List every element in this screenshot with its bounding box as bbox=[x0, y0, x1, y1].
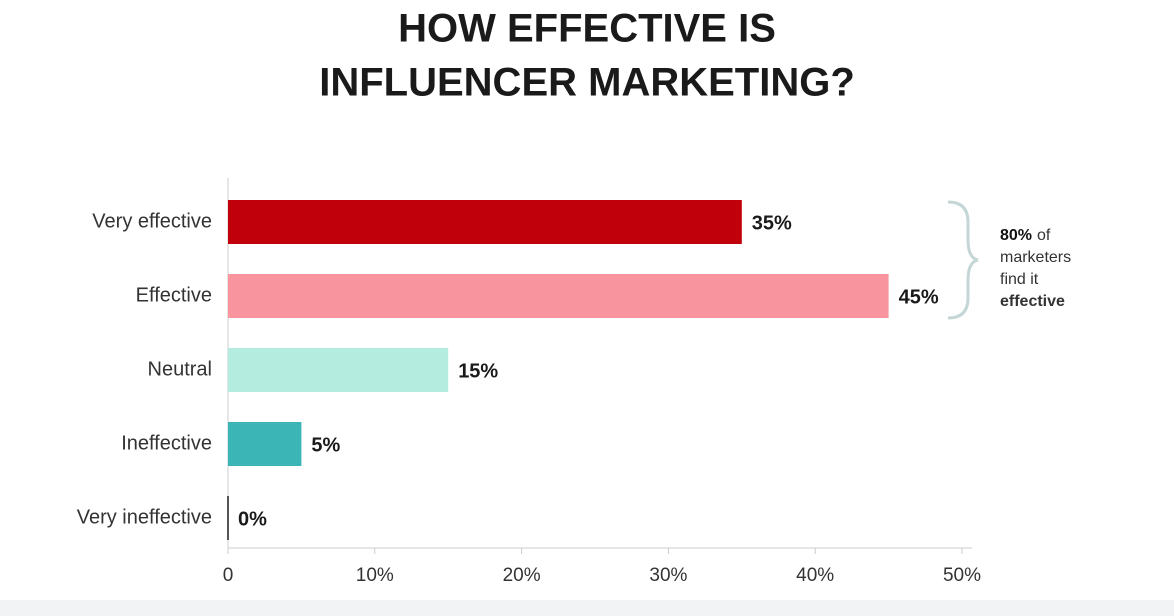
annotation-text: marketers bbox=[1000, 249, 1071, 266]
chart-title-line: HOW EFFECTIVE IS bbox=[398, 7, 776, 51]
value-label: 45% bbox=[899, 286, 939, 308]
bar bbox=[228, 200, 742, 244]
bar bbox=[228, 348, 449, 392]
x-tick-label: 0 bbox=[223, 565, 234, 586]
value-label: 0% bbox=[238, 508, 267, 530]
category-label: Very effective bbox=[92, 210, 212, 232]
category-label: Ineffective bbox=[121, 432, 212, 454]
x-tick-label: 30% bbox=[649, 565, 687, 586]
chart-title-line: INFLUENCER MARKETING? bbox=[319, 61, 855, 105]
annotation-text: of bbox=[1037, 227, 1051, 244]
value-label: 5% bbox=[311, 434, 340, 456]
x-tick-label: 50% bbox=[943, 565, 981, 586]
bracket bbox=[947, 200, 979, 320]
annotation-bold: 80% bbox=[1000, 227, 1032, 244]
value-label: 15% bbox=[458, 360, 498, 382]
value-label: 35% bbox=[752, 212, 792, 234]
annotation: 80% of bbox=[1000, 227, 1051, 244]
category-label: Effective bbox=[136, 284, 212, 306]
x-tick-label: 40% bbox=[796, 565, 834, 586]
annotation-bold: effective bbox=[1000, 293, 1065, 310]
category-label: Neutral bbox=[148, 358, 212, 380]
bottom-strip bbox=[0, 600, 1174, 616]
bar bbox=[228, 422, 302, 466]
x-tick-label: 20% bbox=[503, 565, 541, 586]
x-tick-label: 10% bbox=[356, 565, 394, 586]
bar bbox=[228, 274, 889, 318]
bar bbox=[227, 496, 229, 540]
category-label: Very ineffective bbox=[77, 506, 212, 528]
annotation-text: find it bbox=[1000, 271, 1039, 288]
